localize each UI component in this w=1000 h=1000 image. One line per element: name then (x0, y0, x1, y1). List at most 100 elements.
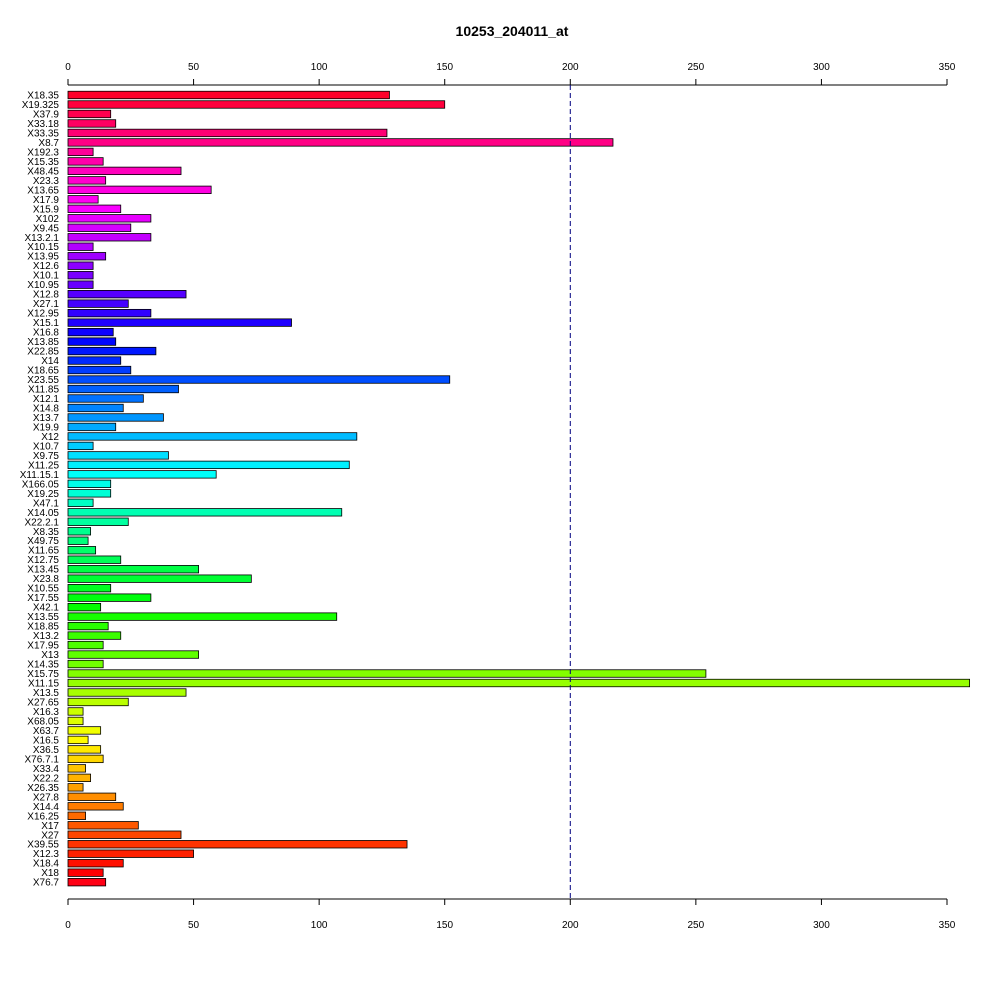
bottom-tick-label: 50 (188, 920, 200, 931)
bottom-tick-label: 100 (311, 920, 328, 931)
category-label: X39.55 (27, 840, 59, 851)
bars-group (67, 90, 971, 887)
category-label: X17.95 (27, 641, 59, 652)
bar (67, 479, 112, 488)
category-label: X11.15.1 (20, 470, 60, 481)
category-label: X33.35 (27, 128, 59, 139)
bar (67, 365, 132, 375)
category-label: X166.05 (22, 479, 60, 490)
bar (67, 821, 139, 830)
bar (67, 489, 112, 498)
category-label: X47.1 (33, 498, 60, 509)
category-label: X27.8 (33, 792, 60, 803)
category-label: X17.9 (33, 195, 60, 206)
category-label: X19.9 (33, 422, 60, 433)
category-label: X18 (41, 868, 59, 879)
bar (67, 337, 117, 346)
category-label: X14 (41, 356, 59, 367)
bar (67, 157, 104, 166)
bottom-tick-label: 300 (813, 920, 830, 931)
bar (67, 185, 212, 194)
category-label: X13.5 (33, 688, 60, 699)
bar (67, 612, 338, 621)
category-label: X10.1 (33, 271, 60, 282)
category-label: X15.75 (27, 669, 59, 680)
category-label: X23.55 (27, 375, 59, 386)
bar (67, 621, 109, 631)
bar (67, 128, 388, 138)
bottom-tick-label: 250 (688, 920, 705, 931)
bar (67, 290, 187, 299)
category-label: X16.3 (33, 707, 60, 718)
bar (67, 422, 117, 432)
bar (67, 669, 707, 678)
bar (67, 271, 94, 280)
bar (67, 536, 89, 545)
category-label: X9.45 (33, 223, 60, 234)
category-label: X192.3 (27, 147, 59, 158)
bar (67, 394, 144, 403)
bar (67, 195, 99, 204)
bar (67, 878, 107, 887)
bar (67, 375, 451, 384)
bar (67, 318, 292, 327)
category-label: X14.4 (33, 802, 60, 813)
bar (67, 90, 390, 100)
bar (67, 242, 94, 251)
category-label: X14.05 (27, 508, 59, 519)
bar (67, 754, 104, 764)
category-label: X102 (36, 214, 60, 225)
category-label: X12.1 (33, 394, 60, 405)
bar (67, 783, 84, 792)
category-label: X33.4 (33, 764, 60, 775)
bar (67, 773, 92, 782)
category-label: X12.6 (33, 261, 60, 272)
category-label: X13.85 (27, 337, 59, 348)
top-tick-label: 250 (688, 62, 705, 73)
category-label: X10.15 (27, 242, 59, 253)
bar (67, 650, 199, 659)
bar (67, 574, 252, 583)
bar (67, 811, 86, 820)
bar (67, 223, 132, 232)
bar (67, 356, 122, 365)
bar (67, 602, 102, 612)
category-label: X13.65 (27, 185, 59, 196)
bar (67, 697, 129, 707)
category-label: X16.8 (33, 328, 60, 339)
category-label: X27.65 (27, 697, 59, 708)
category-label: X49.75 (27, 536, 59, 547)
bar (67, 252, 107, 261)
category-label: X63.7 (33, 726, 60, 737)
category-label: X16.5 (33, 735, 60, 746)
bar (67, 498, 94, 507)
category-labels: X18.35X19.325X37.9X33.18X33.35X8.7X192.3… (20, 91, 60, 889)
bar (67, 678, 971, 688)
bar (67, 764, 86, 773)
bar (67, 470, 217, 479)
category-label: X12.8 (33, 290, 60, 301)
category-label: X15.1 (33, 318, 60, 329)
chart-title: 10253_204011_at (456, 23, 569, 39)
category-label: X48.45 (27, 166, 59, 177)
category-label: X22.85 (27, 347, 59, 358)
bar (67, 735, 89, 745)
bar (67, 716, 84, 726)
category-label: X37.9 (33, 109, 60, 120)
category-label: X68.05 (27, 716, 59, 727)
bar (67, 299, 129, 308)
bar (67, 631, 122, 640)
category-label: X8.7 (38, 138, 59, 149)
bar (67, 460, 350, 470)
bar (67, 745, 102, 754)
category-label: X19.25 (27, 489, 59, 500)
category-label: X33.18 (27, 119, 59, 130)
bar (67, 109, 112, 119)
category-label: X18.85 (27, 622, 59, 633)
category-label: X9.75 (33, 451, 60, 462)
category-label: X10.95 (27, 280, 59, 291)
top-tick-label: 200 (562, 62, 579, 73)
category-label: X26.35 (27, 783, 59, 794)
bar (67, 707, 84, 716)
category-label: X18.35 (27, 91, 59, 102)
